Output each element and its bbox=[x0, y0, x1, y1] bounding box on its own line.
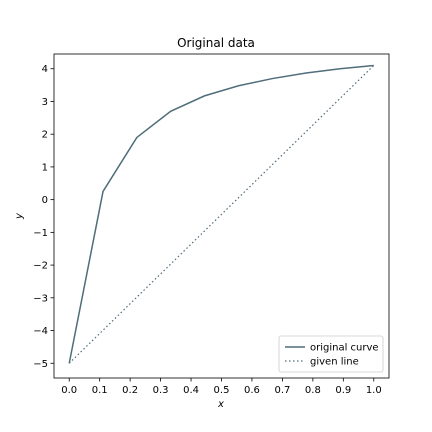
x-tick-label: 0.4 bbox=[183, 385, 199, 396]
plot-area: 0.0 0.1 0.2 0.3 0.4 0.5 0.6 0.7 0.8 0.9 1.0 −5 −4 −3 −… bbox=[33, 53, 390, 396]
x-tick-label: 0.7 bbox=[274, 385, 290, 396]
x-tick-label: 0.2 bbox=[122, 385, 138, 396]
y-tick-label: −4 bbox=[33, 326, 48, 337]
x-tick-label: 0.0 bbox=[61, 385, 77, 396]
chart-title: Original data bbox=[177, 36, 255, 50]
x-axis-title: x bbox=[217, 399, 224, 410]
y-tick-label: −3 bbox=[33, 293, 48, 304]
y-tick-label: 0 bbox=[42, 195, 48, 206]
x-tick-label: 1.0 bbox=[366, 385, 382, 396]
y-tick-label: −5 bbox=[33, 359, 48, 370]
y-axis-title: y bbox=[14, 212, 25, 220]
x-tick-label: 0.9 bbox=[335, 385, 351, 396]
y-tick-label: 3 bbox=[42, 97, 48, 108]
y-tick-label: 4 bbox=[42, 64, 48, 75]
y-tick-label: −2 bbox=[33, 261, 48, 272]
x-tick-label: 0.8 bbox=[305, 385, 321, 396]
series-line-1 bbox=[68, 64, 374, 364]
x-tick-label: 0.1 bbox=[92, 385, 108, 396]
x-tick-label: 0.6 bbox=[244, 385, 260, 396]
y-tick-label: 2 bbox=[42, 130, 48, 141]
x-tick-label: 0.5 bbox=[214, 385, 230, 396]
legend-label-1: original curve bbox=[310, 343, 379, 354]
x-tick-label: 0.3 bbox=[153, 385, 169, 396]
legend-box bbox=[278, 335, 384, 373]
y-tick-label: −1 bbox=[33, 228, 48, 239]
y-tick-label: 1 bbox=[42, 162, 48, 173]
legend-label-2: given line bbox=[310, 357, 359, 368]
series-line-2 bbox=[68, 65, 375, 364]
